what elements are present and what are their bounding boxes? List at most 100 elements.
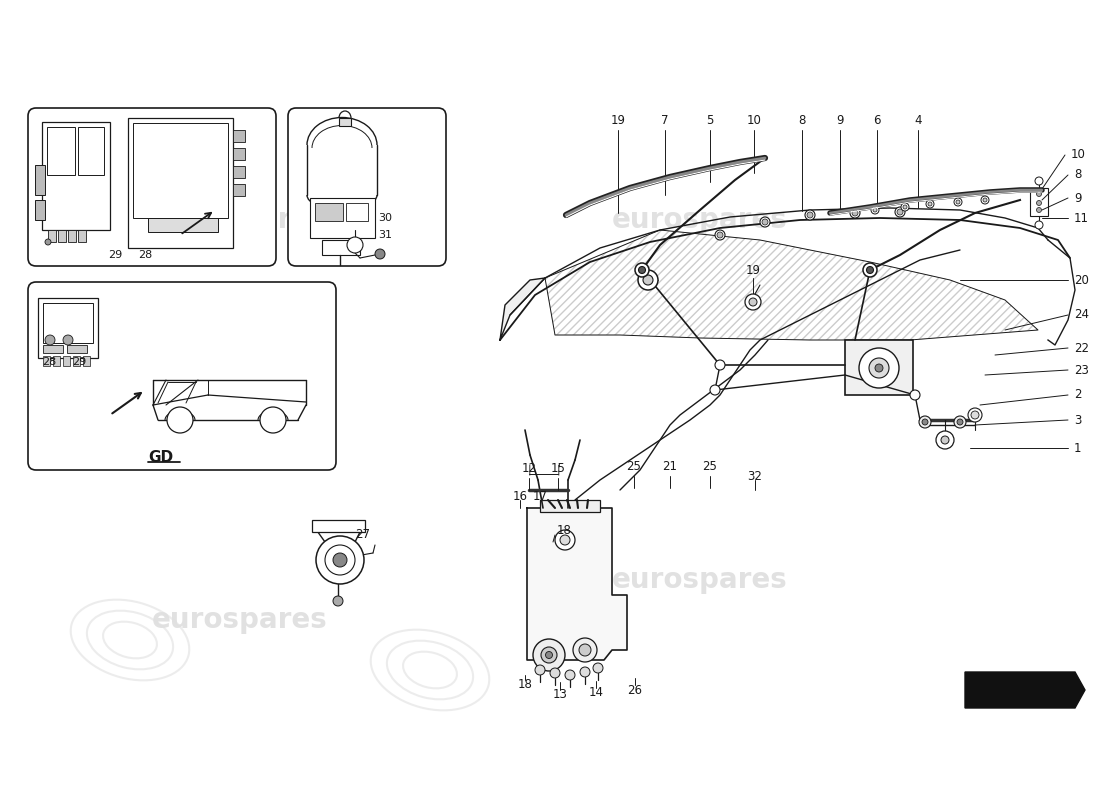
Circle shape [560,535,570,545]
Text: 25: 25 [703,461,717,474]
Text: 3: 3 [1074,414,1081,426]
Circle shape [760,217,770,227]
Text: 22: 22 [1074,342,1089,354]
Circle shape [922,419,928,425]
Circle shape [63,335,73,345]
FancyBboxPatch shape [288,108,446,266]
Bar [43,303,94,343]
Circle shape [565,670,575,680]
Text: 11: 11 [1074,211,1089,225]
Text: 4: 4 [914,114,922,127]
Text: 25: 25 [627,461,641,474]
Text: 7: 7 [661,114,669,127]
Text: |: | [527,465,531,475]
Bar [310,198,375,238]
Circle shape [805,210,815,220]
Text: eurospares: eurospares [152,606,328,634]
Circle shape [954,198,962,206]
Bar [43,356,50,366]
Text: 10: 10 [747,114,761,127]
Text: 29: 29 [72,357,86,367]
Bar [47,127,75,175]
Text: 29: 29 [108,250,122,260]
Circle shape [871,206,879,214]
Circle shape [869,358,889,378]
Bar [35,200,45,220]
Bar [42,122,110,230]
Circle shape [1036,191,1042,197]
Circle shape [956,200,960,204]
Text: 2: 2 [1074,389,1081,402]
Bar [339,118,351,126]
Text: 10: 10 [1071,149,1086,162]
Circle shape [710,385,720,395]
Circle shape [579,644,591,656]
Bar [845,340,913,395]
Text: 12: 12 [521,462,537,475]
Circle shape [375,249,385,259]
Circle shape [928,202,932,206]
Circle shape [535,665,544,675]
Text: 28: 28 [138,250,152,260]
Circle shape [936,431,954,449]
Circle shape [850,208,860,218]
Circle shape [635,263,649,277]
Bar [346,203,368,221]
Circle shape [260,407,286,433]
Circle shape [580,667,590,677]
Circle shape [981,196,989,204]
Circle shape [45,239,51,245]
Text: 1: 1 [1074,442,1081,454]
Bar [68,230,76,242]
Bar [35,165,45,195]
Text: 32: 32 [748,470,762,482]
Circle shape [864,263,877,277]
Circle shape [556,530,575,550]
Circle shape [807,212,813,218]
Circle shape [867,266,873,274]
FancyBboxPatch shape [28,282,335,470]
Text: 19: 19 [746,263,760,277]
Circle shape [1036,201,1042,206]
Circle shape [638,266,646,274]
Text: 20: 20 [1074,274,1089,286]
Text: 21: 21 [662,461,678,474]
Text: 9: 9 [1074,191,1081,205]
Circle shape [715,360,725,370]
Bar [58,230,66,242]
Bar [322,240,360,255]
Text: 6: 6 [873,114,881,127]
Circle shape [546,651,552,658]
Bar [233,148,245,160]
Text: 14: 14 [588,686,604,699]
FancyBboxPatch shape [28,108,276,266]
Text: 26: 26 [627,683,642,697]
Text: 19: 19 [610,114,626,127]
Bar [73,356,80,366]
Circle shape [901,203,909,211]
Circle shape [534,639,565,671]
Bar [53,356,60,366]
Circle shape [550,668,560,678]
Text: 16: 16 [513,490,528,502]
Circle shape [859,348,899,388]
Text: eurospares: eurospares [152,206,328,234]
Bar [540,500,600,512]
Polygon shape [527,508,627,660]
Bar [148,218,218,232]
Circle shape [896,209,903,215]
Text: eurospares: eurospares [612,566,788,594]
Circle shape [1035,221,1043,229]
Circle shape [1036,207,1042,213]
Bar [48,230,56,242]
Bar [78,230,86,242]
Text: GD: GD [148,450,173,466]
Circle shape [940,436,949,444]
Bar [82,356,90,366]
Circle shape [593,663,603,673]
Text: eurospares: eurospares [612,206,788,234]
Bar [133,123,228,218]
Circle shape [346,237,363,253]
Circle shape [852,210,858,216]
Circle shape [983,198,987,202]
